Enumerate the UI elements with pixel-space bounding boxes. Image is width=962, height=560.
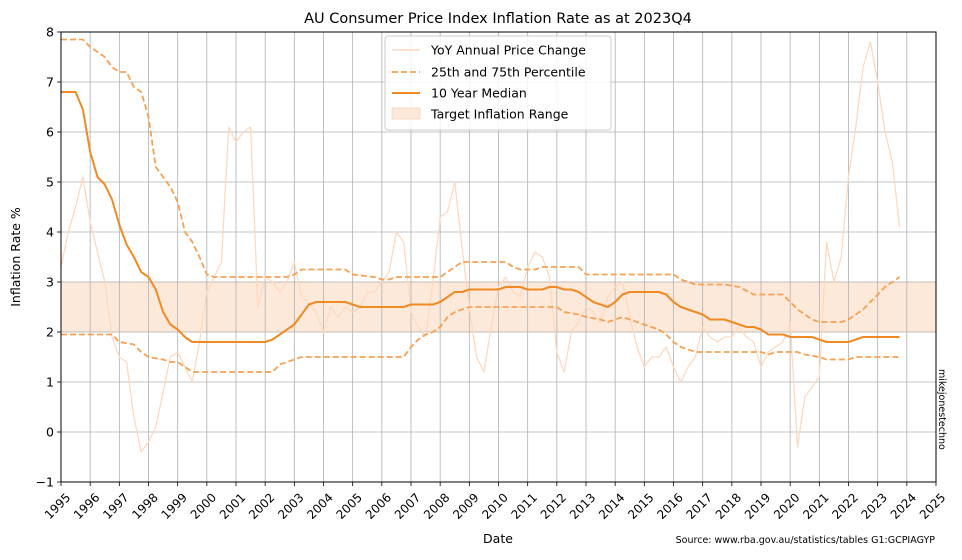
x-tick-label: 1999 bbox=[159, 490, 190, 521]
x-tick-label: 2016 bbox=[654, 490, 685, 521]
legend-label-percentile: 25th and 75th Percentile bbox=[431, 65, 586, 80]
x-tick-label: 2014 bbox=[596, 490, 627, 521]
x-tick-label: 2006 bbox=[363, 490, 394, 521]
y-tick-label: 1 bbox=[46, 375, 54, 390]
yoy-annual-price-change-line bbox=[60, 41, 901, 453]
x-tick-label: 2004 bbox=[304, 490, 335, 521]
x-tick-label: 2008 bbox=[421, 490, 452, 521]
y-tick-label: 3 bbox=[46, 275, 54, 290]
x-tick-label: 2005 bbox=[334, 490, 365, 521]
x-tick-label: 2010 bbox=[479, 490, 510, 521]
x-tick-label: 2017 bbox=[684, 490, 715, 521]
legend-frame bbox=[384, 35, 612, 131]
x-tick-label: 2001 bbox=[217, 490, 248, 521]
watermark: mikejonestechno bbox=[936, 369, 947, 450]
x-tick-label: 2003 bbox=[275, 490, 306, 521]
legend-label-median: 10 Year Median bbox=[431, 86, 527, 101]
x-tick-label: 2020 bbox=[771, 490, 802, 521]
source-note: Source: www.rba.gov.au/statistics/tables… bbox=[676, 535, 936, 546]
x-tick-label: 1998 bbox=[129, 490, 160, 521]
x-tick-label: 2022 bbox=[829, 490, 860, 521]
y-tick-label: 7 bbox=[46, 75, 54, 90]
y-tick-label: −1 bbox=[36, 475, 54, 490]
legend-label-target: Target Inflation Range bbox=[430, 107, 569, 122]
x-tick-label: 2023 bbox=[859, 490, 890, 521]
y-tick-label: 6 bbox=[46, 125, 54, 140]
ten-year-median-line bbox=[61, 91, 900, 343]
x-tick-label: 2013 bbox=[567, 490, 598, 521]
x-tick-label: 2019 bbox=[742, 490, 773, 521]
x-tick-label: 2018 bbox=[713, 490, 744, 521]
x-tick-label: 2025 bbox=[917, 490, 948, 521]
x-tick-label: 2002 bbox=[246, 490, 277, 521]
y-tick-label: 0 bbox=[46, 425, 54, 440]
percentile-75th-line bbox=[61, 38, 901, 323]
legend-swatch-target bbox=[391, 107, 421, 120]
y-axis-label: Inflation Rate % bbox=[8, 207, 23, 307]
x-tick-label: 2024 bbox=[888, 490, 919, 521]
x-tick-label: 2015 bbox=[625, 490, 656, 521]
x-tick-label: 2012 bbox=[538, 490, 569, 521]
y-tick-label: 5 bbox=[46, 175, 54, 190]
legend: YoY Annual Price Change 25th and 75th Pe… bbox=[384, 35, 612, 131]
y-tick-label: 4 bbox=[46, 225, 54, 240]
y-tick-label: 8 bbox=[46, 25, 54, 40]
x-tick-label: 2011 bbox=[509, 490, 540, 521]
x-tick-label: 2007 bbox=[392, 490, 423, 521]
x-tick-label: 2000 bbox=[188, 490, 219, 521]
x-tick-label: 1996 bbox=[71, 490, 102, 521]
y-tick-label: 2 bbox=[46, 325, 54, 340]
chart-title: AU Consumer Price Index Inflation Rate a… bbox=[304, 11, 692, 27]
legend-label-yoy: YoY Annual Price Change bbox=[430, 43, 586, 58]
x-axis-label: Date bbox=[483, 531, 513, 546]
percentile-25th-line bbox=[61, 306, 900, 373]
x-tick-label: 2021 bbox=[800, 490, 831, 521]
x-tick-label: 1997 bbox=[100, 490, 131, 521]
x-tick-label: 2009 bbox=[450, 490, 481, 521]
x-tick-label: 1995 bbox=[42, 490, 73, 521]
